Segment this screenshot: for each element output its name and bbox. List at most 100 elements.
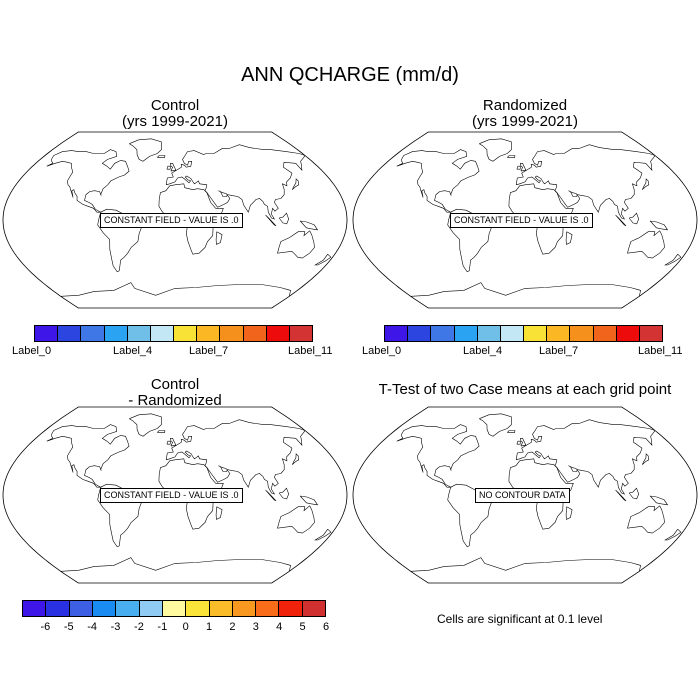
panel-1-title-line2: (yrs 1999-2021): [122, 113, 228, 130]
colorbar-difference-label-7: 1: [206, 621, 213, 633]
coastline: [265, 214, 277, 227]
significance-note: Cells are significant at 0.1 level: [437, 612, 603, 626]
colorbar-difference-label-2: -4: [87, 621, 98, 633]
coastline: [479, 413, 512, 437]
colorbar-difference-label-10: 4: [276, 621, 283, 633]
constant-field-message-difference: CONSTANT FIELD - VALUE IS .0: [100, 488, 243, 503]
coastline: [520, 438, 527, 447]
map-difference: [2, 406, 348, 584]
colorbar-randomized-swatch-3: [454, 326, 478, 341]
coastline: [649, 495, 669, 506]
colorbar-control-swatch-9: [243, 326, 267, 341]
colorbar-randomized-label-4: Label_4: [463, 345, 503, 357]
coastline: [277, 230, 315, 259]
colorbar-control-swatch-6: [174, 326, 198, 341]
colorbar-randomized-swatch-9: [593, 326, 617, 341]
coastline: [215, 231, 223, 245]
map-outline: [352, 406, 698, 584]
coastline: [215, 506, 223, 520]
coastline: [292, 453, 300, 465]
colorbar-randomized-swatch-7: [547, 326, 571, 341]
map-outline: [2, 131, 348, 309]
coastline: [565, 506, 573, 520]
colorbar-difference-label-5: -1: [157, 621, 168, 633]
coastline: [129, 413, 162, 437]
coastline: [615, 214, 627, 227]
coastline: [278, 212, 290, 225]
colorbar-randomized-label-11: Label_11: [638, 345, 683, 357]
coastline: [642, 453, 650, 465]
coastline: [129, 138, 162, 162]
coastline: [649, 220, 669, 231]
colorbar-difference-label-4: -2: [134, 621, 144, 633]
colorbar-difference-swatch-7: [186, 601, 210, 616]
map-control: [2, 131, 348, 309]
coastline: [60, 282, 291, 297]
no-contour-data-message: NO CONTOUR DATA: [475, 488, 570, 503]
constant-field-message-randomized: CONSTANT FIELD - VALUE IS .0: [450, 213, 593, 228]
colorbar-randomized-swatch-10: [616, 326, 640, 341]
panel-2-title-line1: Randomized: [482, 97, 568, 114]
coastline: [507, 430, 516, 433]
colorbar-difference-swatch-2: [69, 601, 93, 616]
coastline: [166, 165, 171, 170]
coastline: [642, 178, 650, 190]
colorbar-randomized-swatch-11: [639, 326, 663, 341]
coastline: [627, 505, 665, 534]
coastline: [265, 489, 277, 502]
colorbar-difference-swatch-11: [279, 601, 303, 616]
colorbar-control-label-0: Label_0: [12, 345, 52, 357]
coastline: [314, 528, 332, 541]
coastline: [46, 424, 130, 488]
colorbar-difference-swatch-12: [302, 601, 326, 616]
colorbar-randomized: [384, 325, 663, 342]
colorbar-difference-label-9: 3: [252, 621, 259, 633]
coastline: [410, 282, 641, 297]
panel-3-title: Control - Randomized: [75, 377, 275, 409]
coastline: [628, 212, 640, 225]
colorbar-difference-swatch-9: [232, 601, 257, 616]
panel-3-title-line1: Control: [150, 376, 200, 393]
coastline: [396, 149, 480, 213]
colorbar-difference-swatch-6: [162, 601, 187, 616]
colorbar-difference-swatch-8: [209, 601, 233, 616]
colorbar-control-swatch-2: [81, 326, 105, 341]
coastline: [479, 138, 512, 162]
colorbar-control-swatch-7: [197, 326, 221, 341]
coastline: [628, 487, 640, 500]
coastline: [515, 419, 656, 495]
colorbar-difference-swatch-1: [46, 601, 70, 616]
colorbar-difference: [22, 600, 326, 617]
colorbar-randomized-swatch-1: [408, 326, 432, 341]
colorbar-difference-label-11: 5: [299, 621, 306, 633]
coastline: [46, 149, 130, 213]
colorbar-randomized-swatch-2: [431, 326, 455, 341]
colorbar-difference-label-1: -5: [63, 621, 74, 633]
coastline: [157, 430, 166, 433]
panel-4-title: T-Test of two Case means at each grid po…: [378, 381, 672, 398]
colorbar-randomized-swatch-8: [570, 326, 594, 341]
colorbar-randomized-swatch-0: [385, 326, 409, 341]
coastline: [627, 230, 665, 259]
colorbar-difference-swatch-3: [92, 601, 117, 616]
colorbar-control: [34, 325, 313, 342]
panel-1-title: Control (yrs 1999-2021): [75, 98, 275, 130]
colorbar-difference-label-0: -6: [40, 621, 51, 633]
colorbar-control-swatch-3: [104, 326, 128, 341]
coastline: [507, 155, 516, 158]
colorbar-difference-label-12: 6: [322, 621, 330, 633]
colorbar-control-label-7: Label_7: [189, 345, 229, 357]
colorbar-difference-swatch-10: [256, 601, 280, 616]
colorbar-control-label-11: Label_11: [288, 345, 333, 357]
colorbar-control-swatch-0: [35, 326, 59, 341]
coastline: [292, 178, 300, 190]
coastline: [277, 505, 315, 534]
colorbar-difference-label-3: -3: [110, 621, 121, 633]
colorbar-randomized-swatch-5: [500, 326, 525, 341]
coastline: [516, 165, 521, 170]
colorbar-randomized-label-7: Label_7: [539, 345, 579, 357]
coastline: [170, 438, 177, 447]
colorbar-control-swatch-10: [266, 326, 290, 341]
map-outline: [352, 131, 698, 309]
coastline: [664, 528, 682, 541]
